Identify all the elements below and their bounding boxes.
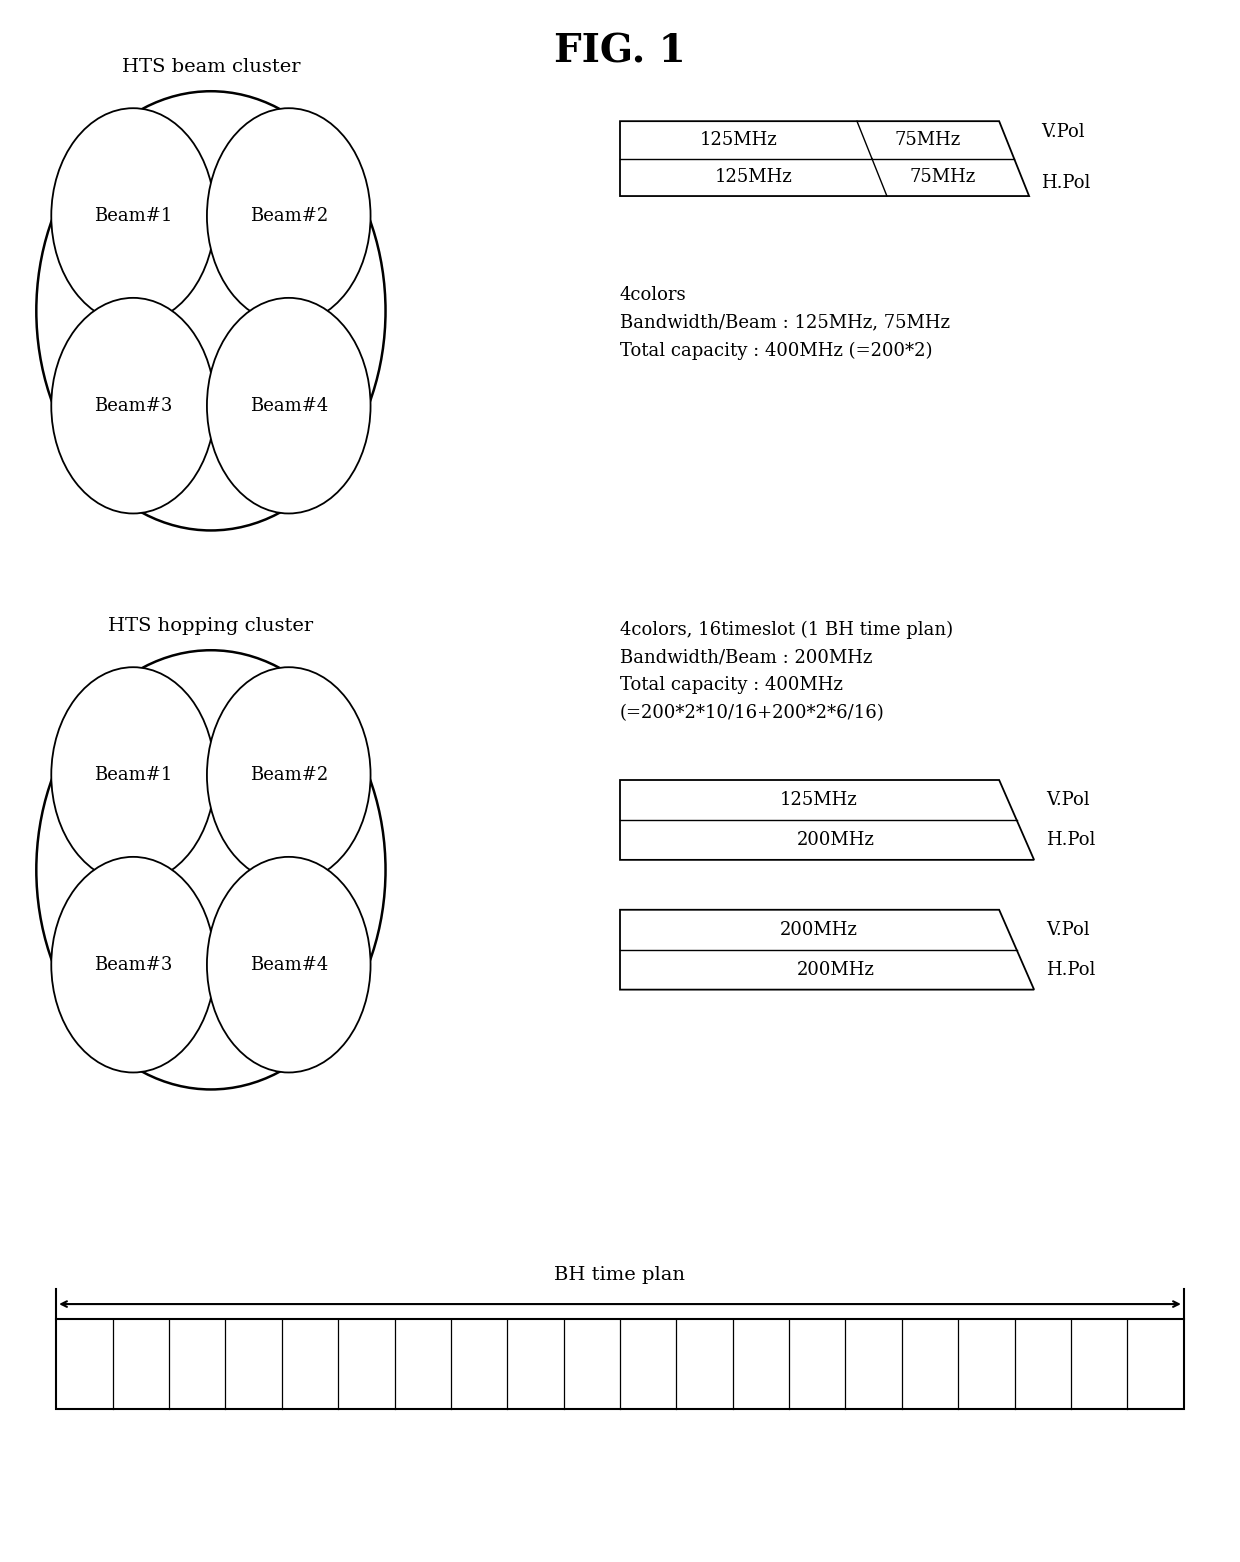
- Text: Total capacity : 400MHz: Total capacity : 400MHz: [620, 676, 843, 694]
- Text: HTS hopping cluster: HTS hopping cluster: [108, 617, 314, 636]
- Text: H.Pol: H.Pol: [1042, 173, 1090, 192]
- Text: Beam#2: Beam#2: [249, 765, 327, 784]
- Ellipse shape: [51, 667, 215, 883]
- Text: H.Pol: H.Pol: [1047, 831, 1095, 848]
- Text: 200MHz: 200MHz: [780, 920, 857, 939]
- Ellipse shape: [51, 858, 215, 1073]
- Text: 75MHz: 75MHz: [895, 131, 961, 148]
- Text: Beam#1: Beam#1: [94, 208, 172, 225]
- Text: Total capacity : 400MHz (=200*2): Total capacity : 400MHz (=200*2): [620, 342, 932, 359]
- Text: 125MHz: 125MHz: [780, 790, 857, 809]
- Ellipse shape: [51, 108, 215, 323]
- Ellipse shape: [207, 858, 371, 1073]
- Polygon shape: [620, 779, 1034, 859]
- Ellipse shape: [51, 298, 215, 514]
- Text: Beam#4: Beam#4: [249, 956, 327, 973]
- Text: 4colors, 16timeslot (1 BH time plan): 4colors, 16timeslot (1 BH time plan): [620, 620, 954, 639]
- Text: V.Pol: V.Pol: [1047, 920, 1090, 939]
- Polygon shape: [620, 122, 1029, 197]
- Text: 4colors: 4colors: [620, 286, 687, 305]
- Text: Beam#3: Beam#3: [94, 397, 172, 414]
- Text: Beam#4: Beam#4: [249, 397, 327, 414]
- Text: Bandwidth/Beam : 200MHz: Bandwidth/Beam : 200MHz: [620, 648, 873, 667]
- Ellipse shape: [207, 108, 371, 323]
- Text: V.Pol: V.Pol: [1042, 123, 1085, 142]
- Text: 200MHz: 200MHz: [797, 831, 874, 848]
- Text: 75MHz: 75MHz: [910, 169, 976, 186]
- Text: H.Pol: H.Pol: [1047, 961, 1095, 979]
- Text: 200MHz: 200MHz: [797, 961, 874, 979]
- Polygon shape: [620, 909, 1034, 990]
- Bar: [56, 1318, 1184, 1409]
- Text: (=200*2*10/16+200*2*6/16): (=200*2*10/16+200*2*6/16): [620, 704, 885, 722]
- Text: Bandwidth/Beam : 125MHz, 75MHz: Bandwidth/Beam : 125MHz, 75MHz: [620, 314, 950, 331]
- Text: V.Pol: V.Pol: [1047, 790, 1090, 809]
- Text: Beam#3: Beam#3: [94, 956, 172, 973]
- Ellipse shape: [207, 667, 371, 883]
- Text: BH time plan: BH time plan: [554, 1267, 686, 1284]
- Text: Beam#1: Beam#1: [94, 765, 172, 784]
- Text: HTS beam cluster: HTS beam cluster: [122, 58, 300, 77]
- Text: FIG. 1: FIG. 1: [554, 33, 686, 70]
- Text: Beam#2: Beam#2: [249, 208, 327, 225]
- Text: 125MHz: 125MHz: [714, 169, 792, 186]
- Ellipse shape: [207, 298, 371, 514]
- Text: 125MHz: 125MHz: [699, 131, 777, 148]
